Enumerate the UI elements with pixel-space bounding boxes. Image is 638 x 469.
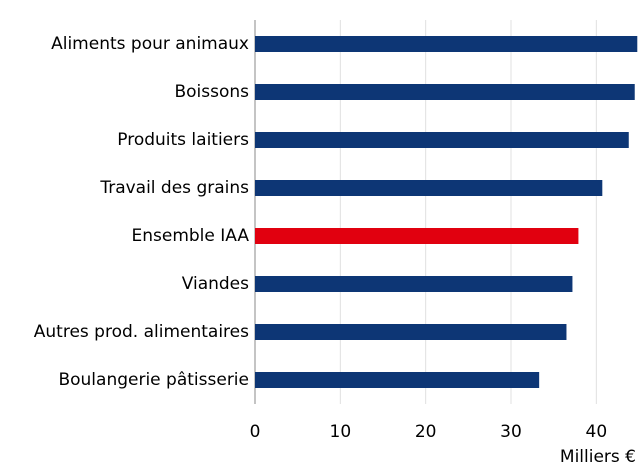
bar: [255, 372, 540, 388]
bar: [255, 324, 567, 340]
bar: [255, 276, 573, 292]
bar: [255, 180, 603, 196]
bar: [255, 84, 635, 100]
y-tick-label: Ensemble IAA: [131, 226, 249, 246]
bar: [255, 228, 579, 244]
y-tick-label: Aliments pour animaux: [51, 34, 249, 54]
x-tick-label: 20: [415, 422, 437, 442]
x-tick-label: 10: [330, 422, 352, 442]
x-tick-label: 30: [500, 422, 522, 442]
y-tick-label: Travail des grains: [99, 178, 249, 198]
x-tick-label: 40: [586, 422, 608, 442]
y-tick-label: Produits laitiers: [117, 130, 249, 150]
x-tick-label: 0: [250, 422, 261, 442]
x-axis-label: Milliers €: [560, 447, 636, 465]
y-tick-label: Boulangerie pâtisserie: [58, 370, 249, 390]
y-tick-label: Autres prod. alimentaires: [34, 322, 249, 342]
bar: [255, 36, 638, 52]
bar: [255, 132, 629, 148]
y-tick-label: Boissons: [174, 82, 249, 102]
y-tick-label: Viandes: [182, 274, 249, 294]
